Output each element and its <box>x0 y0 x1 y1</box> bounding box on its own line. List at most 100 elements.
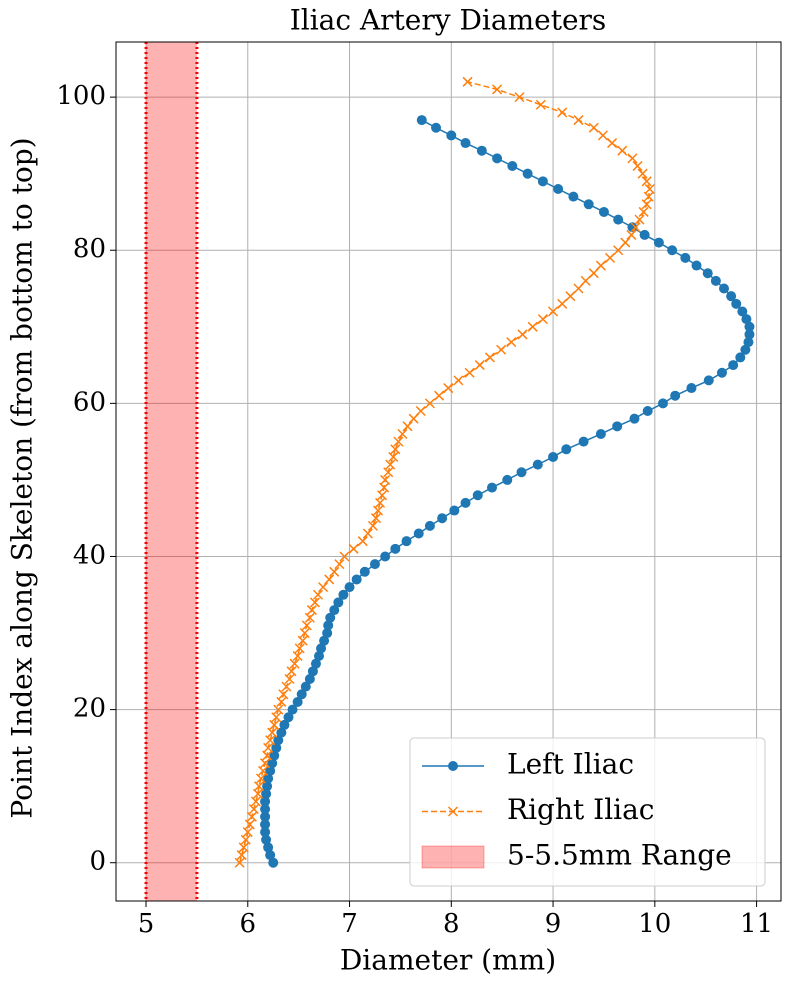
marker <box>548 451 559 462</box>
marker <box>260 819 271 830</box>
marker <box>351 574 362 585</box>
marker <box>271 712 282 723</box>
marker <box>597 130 608 141</box>
marker <box>446 130 457 141</box>
marker <box>532 459 543 470</box>
marker <box>744 329 755 340</box>
marker <box>612 421 623 432</box>
marker <box>527 321 538 332</box>
marker <box>605 252 616 263</box>
chart-title: Iliac Artery Diameters <box>290 4 607 37</box>
marker <box>492 84 503 95</box>
marker <box>294 643 305 654</box>
marker <box>359 566 370 577</box>
marker <box>393 436 404 447</box>
marker <box>333 597 344 608</box>
marker <box>314 651 325 662</box>
marker <box>735 352 746 363</box>
marker <box>548 306 559 317</box>
marker <box>595 428 606 439</box>
marker <box>263 842 274 853</box>
marker <box>553 183 564 194</box>
x-tick-label: 5 <box>138 909 155 939</box>
marker <box>278 689 289 700</box>
marker <box>492 153 503 164</box>
marker <box>741 314 752 325</box>
marker <box>728 360 739 371</box>
marker <box>644 183 655 195</box>
plot-area <box>144 42 755 901</box>
marker <box>265 850 276 861</box>
marker <box>557 298 568 309</box>
marker <box>472 490 483 501</box>
marker <box>348 543 359 554</box>
marker <box>383 467 394 478</box>
legend-box <box>409 737 766 887</box>
marker <box>240 834 251 845</box>
marker <box>416 115 427 126</box>
marker <box>273 704 284 715</box>
marker <box>653 237 664 248</box>
marker <box>369 559 380 570</box>
marker <box>390 543 401 554</box>
marker <box>250 796 261 807</box>
x-tick-label: 11 <box>740 909 773 939</box>
marker <box>565 291 576 302</box>
marker <box>307 666 318 677</box>
marker <box>329 605 340 616</box>
marker <box>329 566 340 577</box>
marker <box>639 229 650 240</box>
y-tick-label: 20 <box>73 694 106 724</box>
legend-swatch <box>421 845 485 869</box>
marker <box>375 497 386 508</box>
marker <box>238 842 249 853</box>
marker <box>460 497 471 508</box>
marker <box>289 658 300 669</box>
marker <box>318 582 329 593</box>
marker <box>401 536 412 547</box>
marker <box>431 122 442 133</box>
marker <box>300 681 311 692</box>
marker <box>710 275 721 286</box>
marker <box>268 857 279 868</box>
marker <box>284 673 295 685</box>
marker <box>402 421 413 432</box>
marker <box>344 582 355 593</box>
x-tick-label: 10 <box>638 909 671 939</box>
marker <box>464 367 475 378</box>
marker <box>447 806 459 817</box>
marker <box>388 451 399 462</box>
marker <box>702 268 713 279</box>
marker <box>448 761 458 771</box>
marker <box>258 765 269 776</box>
marker <box>248 804 259 815</box>
marker <box>380 474 391 485</box>
marker <box>267 758 278 769</box>
marker <box>557 107 568 118</box>
marker <box>260 758 271 769</box>
marker <box>613 214 624 225</box>
marker <box>522 168 533 179</box>
marker <box>304 612 315 623</box>
marker <box>279 719 290 730</box>
legend-label: Right Iliac <box>507 793 655 826</box>
marker <box>641 176 652 187</box>
marker <box>595 260 606 271</box>
marker <box>502 474 513 485</box>
marker <box>319 635 330 646</box>
marker <box>261 834 272 845</box>
marker <box>283 712 294 723</box>
marker <box>686 383 697 394</box>
x-tick-label: 9 <box>545 909 562 939</box>
marker <box>626 229 637 240</box>
marker <box>731 298 742 309</box>
marker <box>667 245 678 256</box>
x-tick-label: 8 <box>443 909 460 939</box>
marker <box>292 650 303 662</box>
marker <box>691 260 702 271</box>
marker <box>304 673 315 684</box>
marker <box>413 528 424 539</box>
marker <box>506 337 517 348</box>
marker <box>637 168 648 179</box>
marker <box>373 505 384 516</box>
